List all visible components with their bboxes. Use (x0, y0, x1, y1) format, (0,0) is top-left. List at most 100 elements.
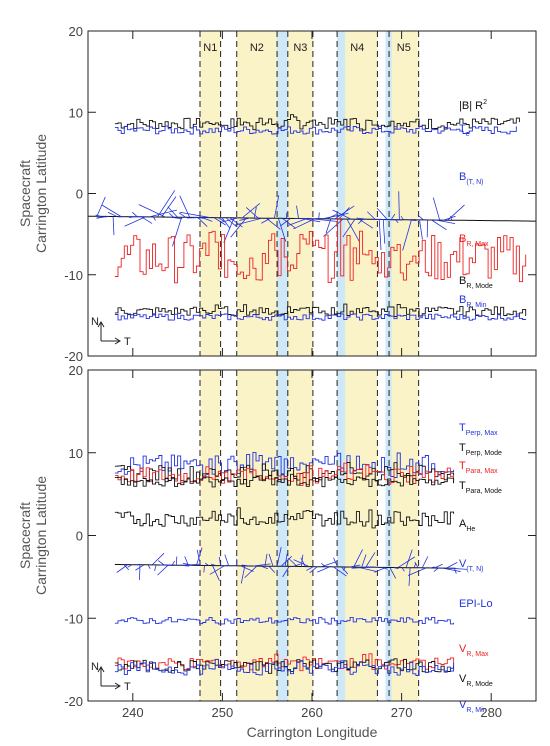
vector-stick (266, 217, 281, 230)
series-label: TPara, Max (459, 460, 498, 475)
vector-stick (96, 196, 106, 217)
vector-stick (261, 217, 271, 224)
vector-stick (184, 556, 189, 566)
vector-stick (431, 219, 447, 231)
vector-stick (296, 205, 299, 219)
vector-stick (341, 566, 349, 575)
series-label: BR, Max (459, 233, 489, 248)
vector-stick (225, 217, 237, 227)
vector-stick (397, 556, 415, 568)
orientation-t-label: T (124, 681, 131, 693)
vector-stick (160, 564, 174, 566)
vector-stick (221, 217, 231, 229)
vector-stick (241, 564, 249, 567)
y-tick-label: -20 (64, 694, 83, 709)
vector-stick (325, 218, 332, 234)
vector-stick (147, 564, 151, 569)
y-tick-label: -10 (64, 611, 83, 626)
vector-stick (124, 216, 146, 227)
vector-stick (446, 562, 458, 569)
vector-stick (323, 218, 344, 237)
orientation-arrowhead (97, 666, 105, 673)
stream-band-2 (236, 31, 278, 356)
vector-stick (273, 195, 280, 219)
vector-stick (284, 553, 288, 567)
x-tick-label: 270 (391, 705, 413, 720)
vector-stick (280, 218, 291, 226)
vector-stick (112, 216, 115, 236)
series-line (114, 452, 455, 478)
vector-stick (402, 219, 412, 251)
series-label: B(T, N) (459, 171, 483, 186)
vector-stick (157, 560, 165, 566)
series-line (114, 616, 455, 625)
vector-stick (268, 553, 274, 567)
vector-stick (116, 564, 129, 573)
vector-stick (182, 562, 193, 566)
stream-band-3 (287, 370, 313, 701)
stream-band-5 (389, 31, 419, 356)
stream-band-3 (287, 31, 313, 356)
vector-stick (338, 207, 350, 220)
series-label: TPerp, Max (459, 422, 498, 437)
vector-stick (419, 219, 423, 240)
vector-stick (435, 219, 456, 225)
series-label: TPerp, Mode (459, 442, 502, 457)
vector-stick (196, 547, 203, 566)
series-label: VR, Mode (459, 673, 493, 688)
vector-stick (395, 219, 399, 224)
series-line (114, 507, 455, 529)
vector-stick (346, 218, 360, 243)
vector-stick (220, 217, 239, 223)
vector-stick (252, 563, 271, 567)
vector-stick (310, 218, 337, 222)
vector-stick (306, 566, 314, 571)
vector-stick (342, 566, 346, 571)
band-label: N2 (250, 42, 264, 54)
vector-stick (381, 567, 388, 570)
y-tick-label: 0 (76, 529, 83, 544)
vector-stick (209, 565, 225, 575)
vector-stick (179, 211, 210, 218)
x-tick-label: 240 (122, 705, 144, 720)
vector-stick (171, 560, 176, 566)
vector-stick (322, 212, 349, 220)
y-tick-label: 20 (69, 24, 83, 39)
chart-panel-bottom: TPerp, Max TPerp, Mode TPara, Max TPara, Mo… (17, 363, 537, 740)
blue-band-2 (337, 370, 346, 701)
vector-stick (358, 218, 364, 225)
vector-stick (332, 209, 352, 220)
vector-stick (239, 217, 251, 221)
y-tick-label: 10 (69, 446, 83, 461)
vector-stick (433, 567, 439, 572)
vector-stick (407, 567, 427, 576)
vector-stick (321, 560, 338, 568)
blue-band-1 (277, 31, 288, 356)
vector-stick (138, 204, 166, 218)
stream-band-1 (200, 31, 221, 356)
vector-stick (450, 215, 453, 221)
vector-stick (218, 556, 222, 566)
vector-stick (408, 567, 411, 586)
vector-stick (333, 566, 347, 577)
vector-stick (447, 204, 465, 221)
series-label: BR, Mode (459, 275, 493, 290)
vector-stick (168, 213, 174, 218)
vector-stick (365, 552, 376, 568)
y-axis-title-line: Spacecraft (17, 502, 33, 569)
vector-stick (157, 564, 169, 576)
band-label: N4 (350, 42, 364, 54)
vector-stick (278, 218, 287, 242)
series-line (114, 125, 517, 135)
vector-stick (205, 562, 209, 566)
y-axis-title-line: Spacecraft (17, 160, 33, 227)
vector-stick (244, 565, 258, 579)
vector-stick (382, 219, 386, 244)
vector-stick (326, 214, 337, 220)
vector-stick (400, 215, 404, 220)
series-label: |B| R2 (459, 99, 487, 112)
vector-stick (280, 556, 292, 567)
vector-stick (260, 565, 269, 570)
x-tick-label: 250 (212, 705, 234, 720)
x-tick-label: 260 (301, 705, 323, 720)
